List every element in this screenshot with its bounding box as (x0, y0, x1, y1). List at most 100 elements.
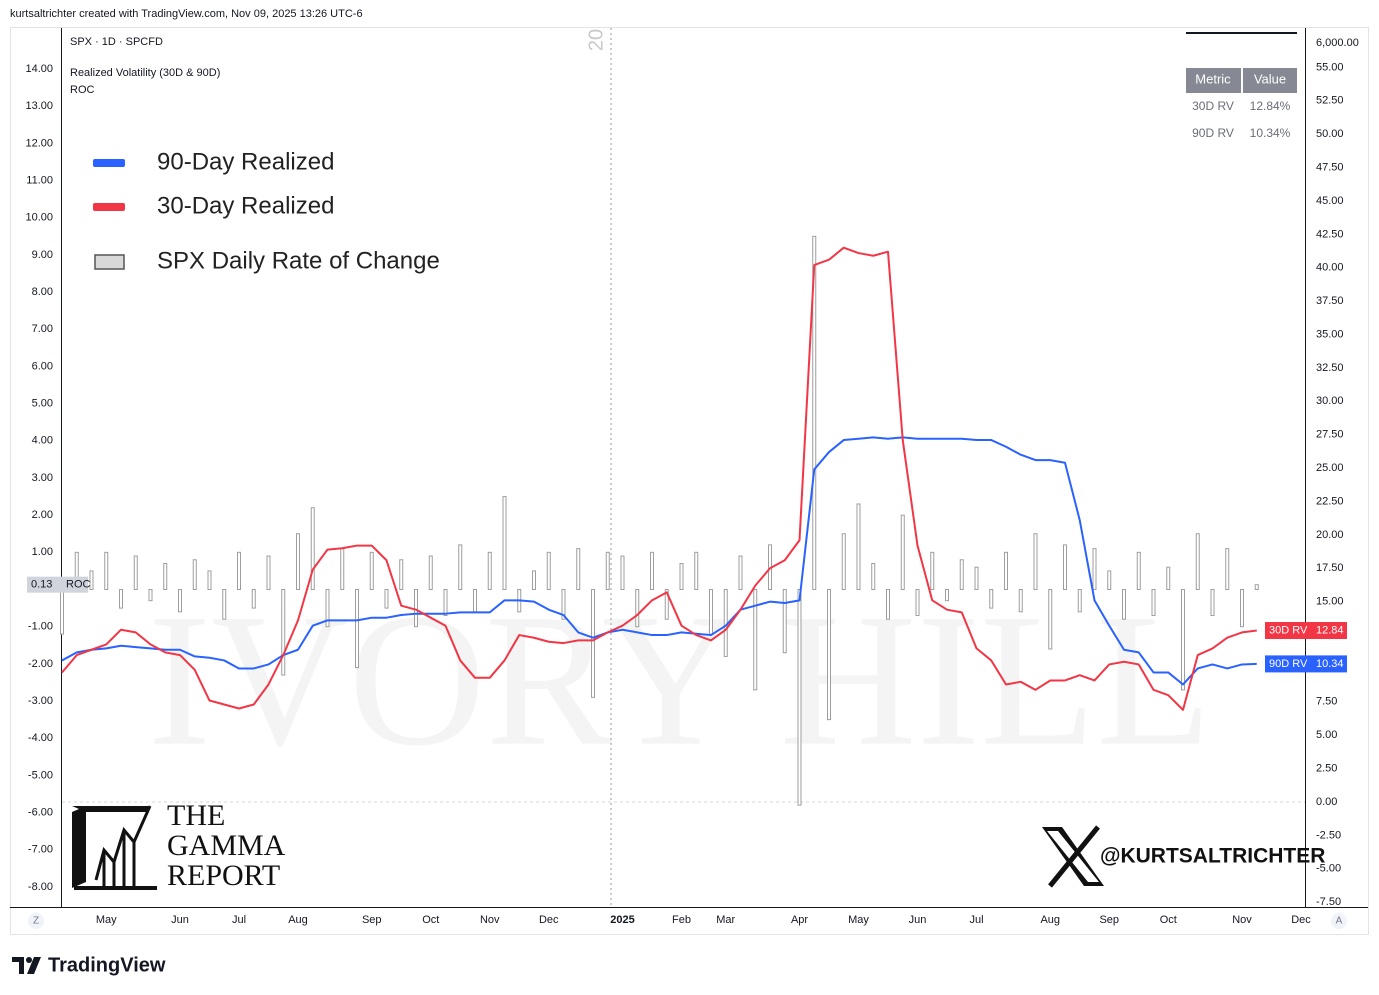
y-tick-label: 5.00 (32, 398, 53, 410)
y-tick-label: -3.00 (28, 695, 53, 707)
y2-tick-label: 0.00 (1316, 796, 1337, 808)
x-tick-label: May (848, 914, 869, 926)
roc-bar (192, 559, 197, 591)
y-tick-label: 10.00 (25, 212, 53, 224)
roc-bar (635, 589, 640, 628)
x-tick-label: Sep (362, 914, 382, 926)
x-tick-label: Feb (672, 914, 691, 926)
roc-bar (871, 562, 876, 591)
y2-tick-label: 17.50 (1316, 562, 1344, 574)
roc-bar (1254, 584, 1259, 591)
roc-bar (856, 503, 861, 591)
roc-bar (959, 559, 964, 591)
last-value: 12.84 (1316, 624, 1344, 636)
x-tick-label: Nov (480, 914, 500, 926)
last-value-tag: 90D RV (1269, 658, 1308, 670)
roc-bar (1004, 551, 1008, 591)
roc-bar (1033, 533, 1038, 591)
table-cell: 30D RV (1192, 99, 1234, 113)
roc-bar (251, 589, 256, 609)
scale-button-label[interactable]: Z (33, 916, 39, 927)
scale-button[interactable] (1331, 913, 1347, 929)
roc-bar (443, 589, 448, 617)
roc-bar (620, 555, 625, 591)
y2-tick-label: 7.50 (1316, 696, 1337, 708)
x-tick-label: Nov (1232, 914, 1252, 926)
roc-bar (900, 514, 905, 591)
roc-bar (930, 551, 935, 591)
roc-bar (576, 548, 581, 591)
roc-bar (1048, 589, 1053, 650)
y-tick-label: 6.00 (32, 360, 53, 372)
roc-bar (1210, 589, 1215, 617)
last-value: 0.13 (31, 579, 52, 591)
logo-icon (72, 805, 157, 890)
y2-tick-label: 30.00 (1316, 395, 1344, 407)
y2-tick-label: 47.50 (1316, 161, 1344, 173)
roc-bar (310, 507, 315, 591)
legend-swatch (93, 203, 125, 211)
x-tick-label: Jul (232, 914, 246, 926)
roc-bar (812, 235, 817, 591)
x-tick-label: Aug (1040, 914, 1060, 926)
table-header (1186, 68, 1241, 93)
x-tick-label: Jun (909, 914, 927, 926)
x-tick-label: Oct (1160, 914, 1177, 926)
watermark: IVORY HILL (148, 576, 1212, 786)
scale-button[interactable] (28, 913, 44, 929)
y2-tick-label: 22.50 (1316, 495, 1344, 507)
y-tick-label: -4.00 (28, 732, 53, 744)
roc-bar (546, 551, 551, 591)
x-tick-label: Mar (716, 914, 735, 926)
scale-button-label[interactable]: A (1336, 916, 1343, 927)
y2-tick-label: 32.50 (1316, 362, 1344, 374)
y-tick-label: 4.00 (32, 435, 53, 447)
roc-bar (679, 562, 684, 591)
roc-bar (723, 589, 728, 657)
y-tick-label: -7.00 (28, 844, 53, 856)
y2-tick-label: 52.50 (1316, 95, 1344, 107)
y2-tick-label: 55.00 (1316, 61, 1344, 73)
roc-bar (325, 589, 330, 628)
legend-label: 30-Day Realized (157, 192, 334, 219)
x-tick-label: Dec (539, 914, 559, 926)
y-tick-label: -2.00 (28, 658, 53, 670)
y2-tick-label: 20.00 (1316, 529, 1344, 541)
price-label: 6,000.00 (1316, 37, 1359, 49)
roc-bar (827, 589, 831, 721)
roc-bar (591, 589, 595, 698)
y2-tick-label: 37.50 (1316, 295, 1344, 307)
logo-text: GAMMA (167, 829, 286, 862)
y-tick-label: 14.00 (25, 63, 53, 75)
x-tick-label: Jul (969, 914, 983, 926)
y-tick-label: 7.00 (32, 323, 53, 335)
y2-tick-label: -5.00 (1316, 863, 1341, 875)
roc-bar (945, 589, 949, 602)
y-tick-label: -5.00 (28, 769, 53, 781)
roc-bar (1240, 589, 1244, 628)
roc-bar (797, 589, 802, 806)
table-cell: 12.84% (1250, 99, 1291, 113)
roc-bar (207, 570, 212, 591)
last-value-box (27, 576, 88, 593)
tradingview-icon (12, 957, 41, 974)
roc-bar (89, 570, 94, 591)
roc-bar (266, 555, 271, 591)
y-tick-label: -8.00 (28, 881, 53, 893)
roc-bar (414, 589, 418, 628)
y-tick-label: 12.00 (25, 137, 53, 149)
y-tick-label: 9.00 (32, 249, 53, 261)
indicator: ROC (70, 84, 95, 96)
roc-bar (502, 496, 507, 591)
roc-bar (1151, 589, 1156, 617)
y2-tick-label: 40.00 (1316, 262, 1344, 274)
roc-bar (60, 589, 64, 635)
legend-label: SPX Daily Rate of Change (157, 247, 440, 274)
symbol: SPX · 1D · SPCFD (70, 36, 163, 48)
y-tick-label: 13.00 (25, 100, 53, 112)
y-tick-label: -6.00 (28, 806, 53, 818)
y2-tick-label: 27.50 (1316, 429, 1344, 441)
legend-label: 90-Day Realized (157, 148, 334, 175)
roc-bar (355, 589, 359, 669)
